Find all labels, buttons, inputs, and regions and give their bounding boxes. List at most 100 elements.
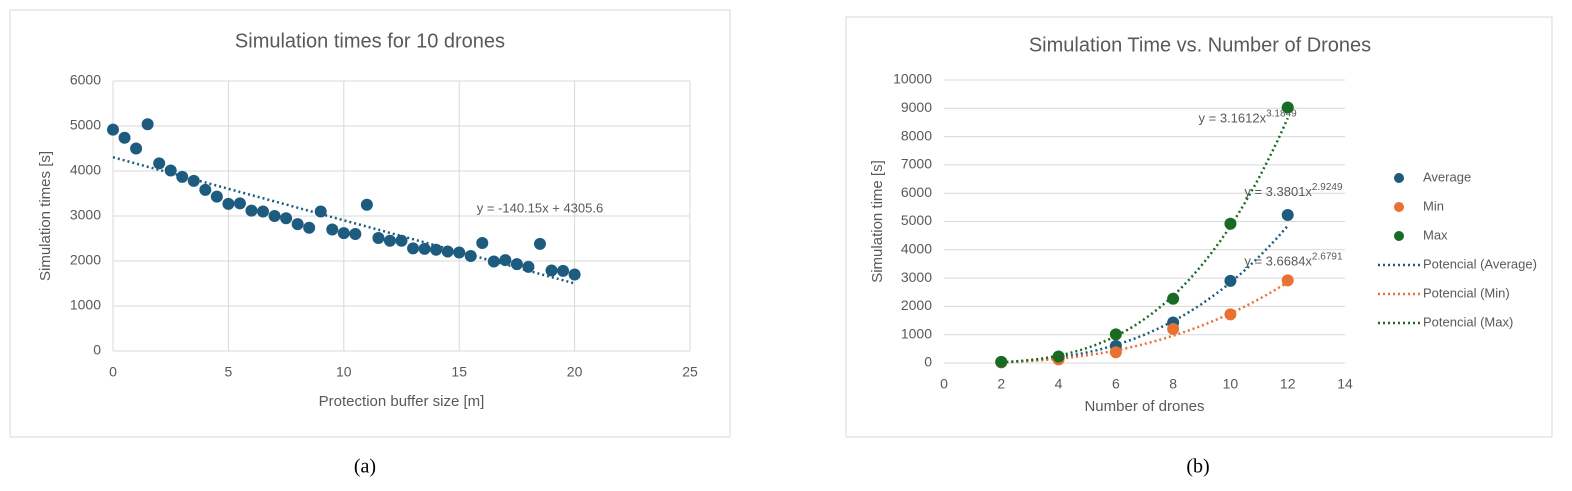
trendline-equation: y = 3.1612x bbox=[1199, 111, 1267, 126]
y-axis-title: Simulation times [s] bbox=[37, 151, 54, 281]
data-point bbox=[222, 197, 235, 210]
data-point bbox=[314, 205, 327, 218]
y-tick-label: 6000 bbox=[901, 184, 932, 200]
data-point bbox=[107, 123, 119, 136]
x-tick-label: 12 bbox=[1280, 376, 1296, 392]
legend-label: Potencial (Average) bbox=[1423, 256, 1537, 271]
data-point bbox=[1281, 101, 1294, 114]
caption: (b) bbox=[1186, 456, 1209, 478]
legend-marker bbox=[1394, 231, 1404, 241]
y-axis-title: Simulation time [s] bbox=[869, 160, 886, 283]
data-point bbox=[280, 212, 293, 225]
data-point bbox=[141, 118, 154, 131]
x-tick-label: 0 bbox=[109, 364, 117, 380]
data-point bbox=[349, 228, 362, 240]
legend-label: Min bbox=[1423, 198, 1444, 213]
y-tick-label: 5000 bbox=[70, 117, 101, 133]
trendline-equation: y = 3.6684x bbox=[1244, 254, 1312, 269]
data-point bbox=[372, 232, 385, 245]
data-point bbox=[995, 355, 1008, 368]
data-point bbox=[130, 142, 143, 155]
data-point bbox=[395, 234, 408, 247]
x-axis-title: Number of drones bbox=[1084, 398, 1204, 415]
y-tick-label: 4000 bbox=[901, 241, 932, 257]
trendline-equation: y = -140.15x + 4305.6 bbox=[477, 201, 603, 216]
data-point bbox=[1281, 208, 1294, 221]
y-tick-label: 2000 bbox=[70, 252, 101, 268]
x-tick-label: 0 bbox=[940, 376, 948, 392]
trendline-exponent: 2.9249 bbox=[1312, 182, 1343, 193]
data-point bbox=[499, 254, 512, 267]
y-tick-label: 1000 bbox=[901, 325, 932, 341]
data-point bbox=[268, 210, 281, 222]
data-point bbox=[1281, 274, 1294, 287]
trendline-exponent: 2.6791 bbox=[1312, 251, 1343, 262]
data-point bbox=[118, 131, 131, 144]
x-tick-label: 4 bbox=[1055, 376, 1063, 392]
data-point bbox=[1167, 323, 1180, 336]
data-point bbox=[545, 264, 558, 277]
data-point bbox=[1167, 292, 1180, 305]
panel-a bbox=[9, 9, 731, 438]
data-point bbox=[303, 221, 316, 234]
data-point bbox=[1224, 274, 1237, 287]
data-point bbox=[291, 218, 304, 231]
trendline bbox=[1001, 224, 1289, 364]
trendline-label: y = 3.3801x2.9249 bbox=[1244, 182, 1343, 200]
data-point bbox=[510, 258, 523, 271]
data-point bbox=[1109, 346, 1122, 359]
data-point bbox=[407, 242, 420, 255]
data-point bbox=[1109, 328, 1122, 341]
legend-label: Max bbox=[1423, 227, 1448, 242]
data-point bbox=[418, 242, 431, 255]
data-point bbox=[176, 170, 189, 183]
data-point bbox=[199, 183, 212, 196]
data-point bbox=[568, 268, 581, 281]
chart-title: Simulation Time vs. Number of Drones bbox=[1029, 34, 1371, 56]
y-tick-label: 0 bbox=[924, 354, 932, 370]
trendline-label: y = 3.1612x3.1849 bbox=[1199, 108, 1298, 126]
x-tick-label: 15 bbox=[451, 364, 467, 380]
data-point bbox=[257, 205, 270, 218]
x-tick-label: 14 bbox=[1337, 376, 1353, 392]
trendline bbox=[1001, 117, 1289, 364]
legend-marker bbox=[1394, 202, 1404, 212]
x-tick-label: 20 bbox=[567, 364, 583, 380]
x-tick-label: 8 bbox=[1169, 376, 1177, 392]
y-tick-label: 8000 bbox=[901, 127, 932, 143]
data-point bbox=[441, 245, 454, 258]
data-point bbox=[233, 197, 246, 210]
trendline-equation: y = 3.3801x bbox=[1244, 185, 1312, 200]
y-tick-label: 7000 bbox=[901, 156, 932, 172]
y-tick-label: 9000 bbox=[901, 99, 932, 115]
y-tick-label: 5000 bbox=[901, 212, 932, 228]
panel-b bbox=[845, 16, 1553, 438]
data-point bbox=[1224, 217, 1237, 230]
caption: (a) bbox=[354, 456, 376, 478]
x-tick-label: 2 bbox=[997, 376, 1005, 392]
data-point bbox=[533, 237, 546, 250]
data-point bbox=[476, 237, 489, 249]
y-tick-label: 0 bbox=[93, 342, 101, 358]
data-point bbox=[453, 246, 466, 259]
y-tick-label: 3000 bbox=[901, 269, 932, 285]
data-point bbox=[383, 234, 396, 247]
data-point bbox=[245, 204, 258, 217]
y-tick-label: 1000 bbox=[70, 297, 101, 313]
chart-title: Simulation times for 10 drones bbox=[235, 30, 505, 52]
data-point bbox=[153, 157, 166, 170]
data-point bbox=[464, 250, 477, 263]
y-tick-label: 2000 bbox=[901, 297, 932, 313]
y-tick-label: 3000 bbox=[70, 207, 101, 223]
x-axis-title: Protection buffer size [m] bbox=[319, 393, 485, 410]
data-point bbox=[557, 264, 570, 277]
data-point bbox=[487, 255, 500, 268]
x-tick-label: 5 bbox=[225, 364, 233, 380]
y-tick-label: 4000 bbox=[70, 162, 101, 178]
legend-label: Average bbox=[1423, 169, 1471, 184]
data-point bbox=[360, 198, 373, 211]
trendline bbox=[1001, 281, 1289, 364]
data-point bbox=[522, 260, 535, 273]
data-point bbox=[326, 223, 339, 236]
